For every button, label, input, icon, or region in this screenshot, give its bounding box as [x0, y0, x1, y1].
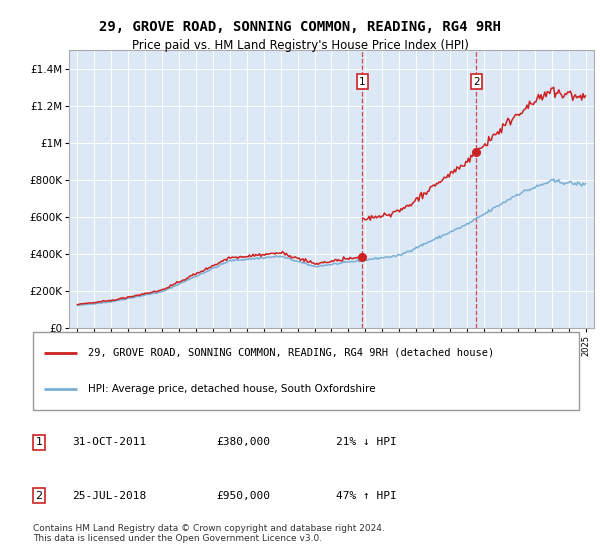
- Text: 31-OCT-2011: 31-OCT-2011: [72, 437, 146, 447]
- Text: £380,000: £380,000: [216, 437, 270, 447]
- FancyBboxPatch shape: [33, 332, 579, 410]
- Text: £950,000: £950,000: [216, 491, 270, 501]
- Text: 2: 2: [473, 77, 480, 87]
- Text: 29, GROVE ROAD, SONNING COMMON, READING, RG4 9RH (detached house): 29, GROVE ROAD, SONNING COMMON, READING,…: [88, 348, 494, 358]
- Text: 1: 1: [35, 437, 43, 447]
- Text: Price paid vs. HM Land Registry's House Price Index (HPI): Price paid vs. HM Land Registry's House …: [131, 39, 469, 52]
- Text: 29, GROVE ROAD, SONNING COMMON, READING, RG4 9RH: 29, GROVE ROAD, SONNING COMMON, READING,…: [99, 20, 501, 34]
- Text: 25-JUL-2018: 25-JUL-2018: [72, 491, 146, 501]
- Text: 47% ↑ HPI: 47% ↑ HPI: [336, 491, 397, 501]
- Text: 1: 1: [359, 77, 366, 87]
- Text: HPI: Average price, detached house, South Oxfordshire: HPI: Average price, detached house, Sout…: [88, 384, 375, 394]
- Text: 21% ↓ HPI: 21% ↓ HPI: [336, 437, 397, 447]
- Text: 2: 2: [35, 491, 43, 501]
- Text: Contains HM Land Registry data © Crown copyright and database right 2024.
This d: Contains HM Land Registry data © Crown c…: [33, 524, 385, 543]
